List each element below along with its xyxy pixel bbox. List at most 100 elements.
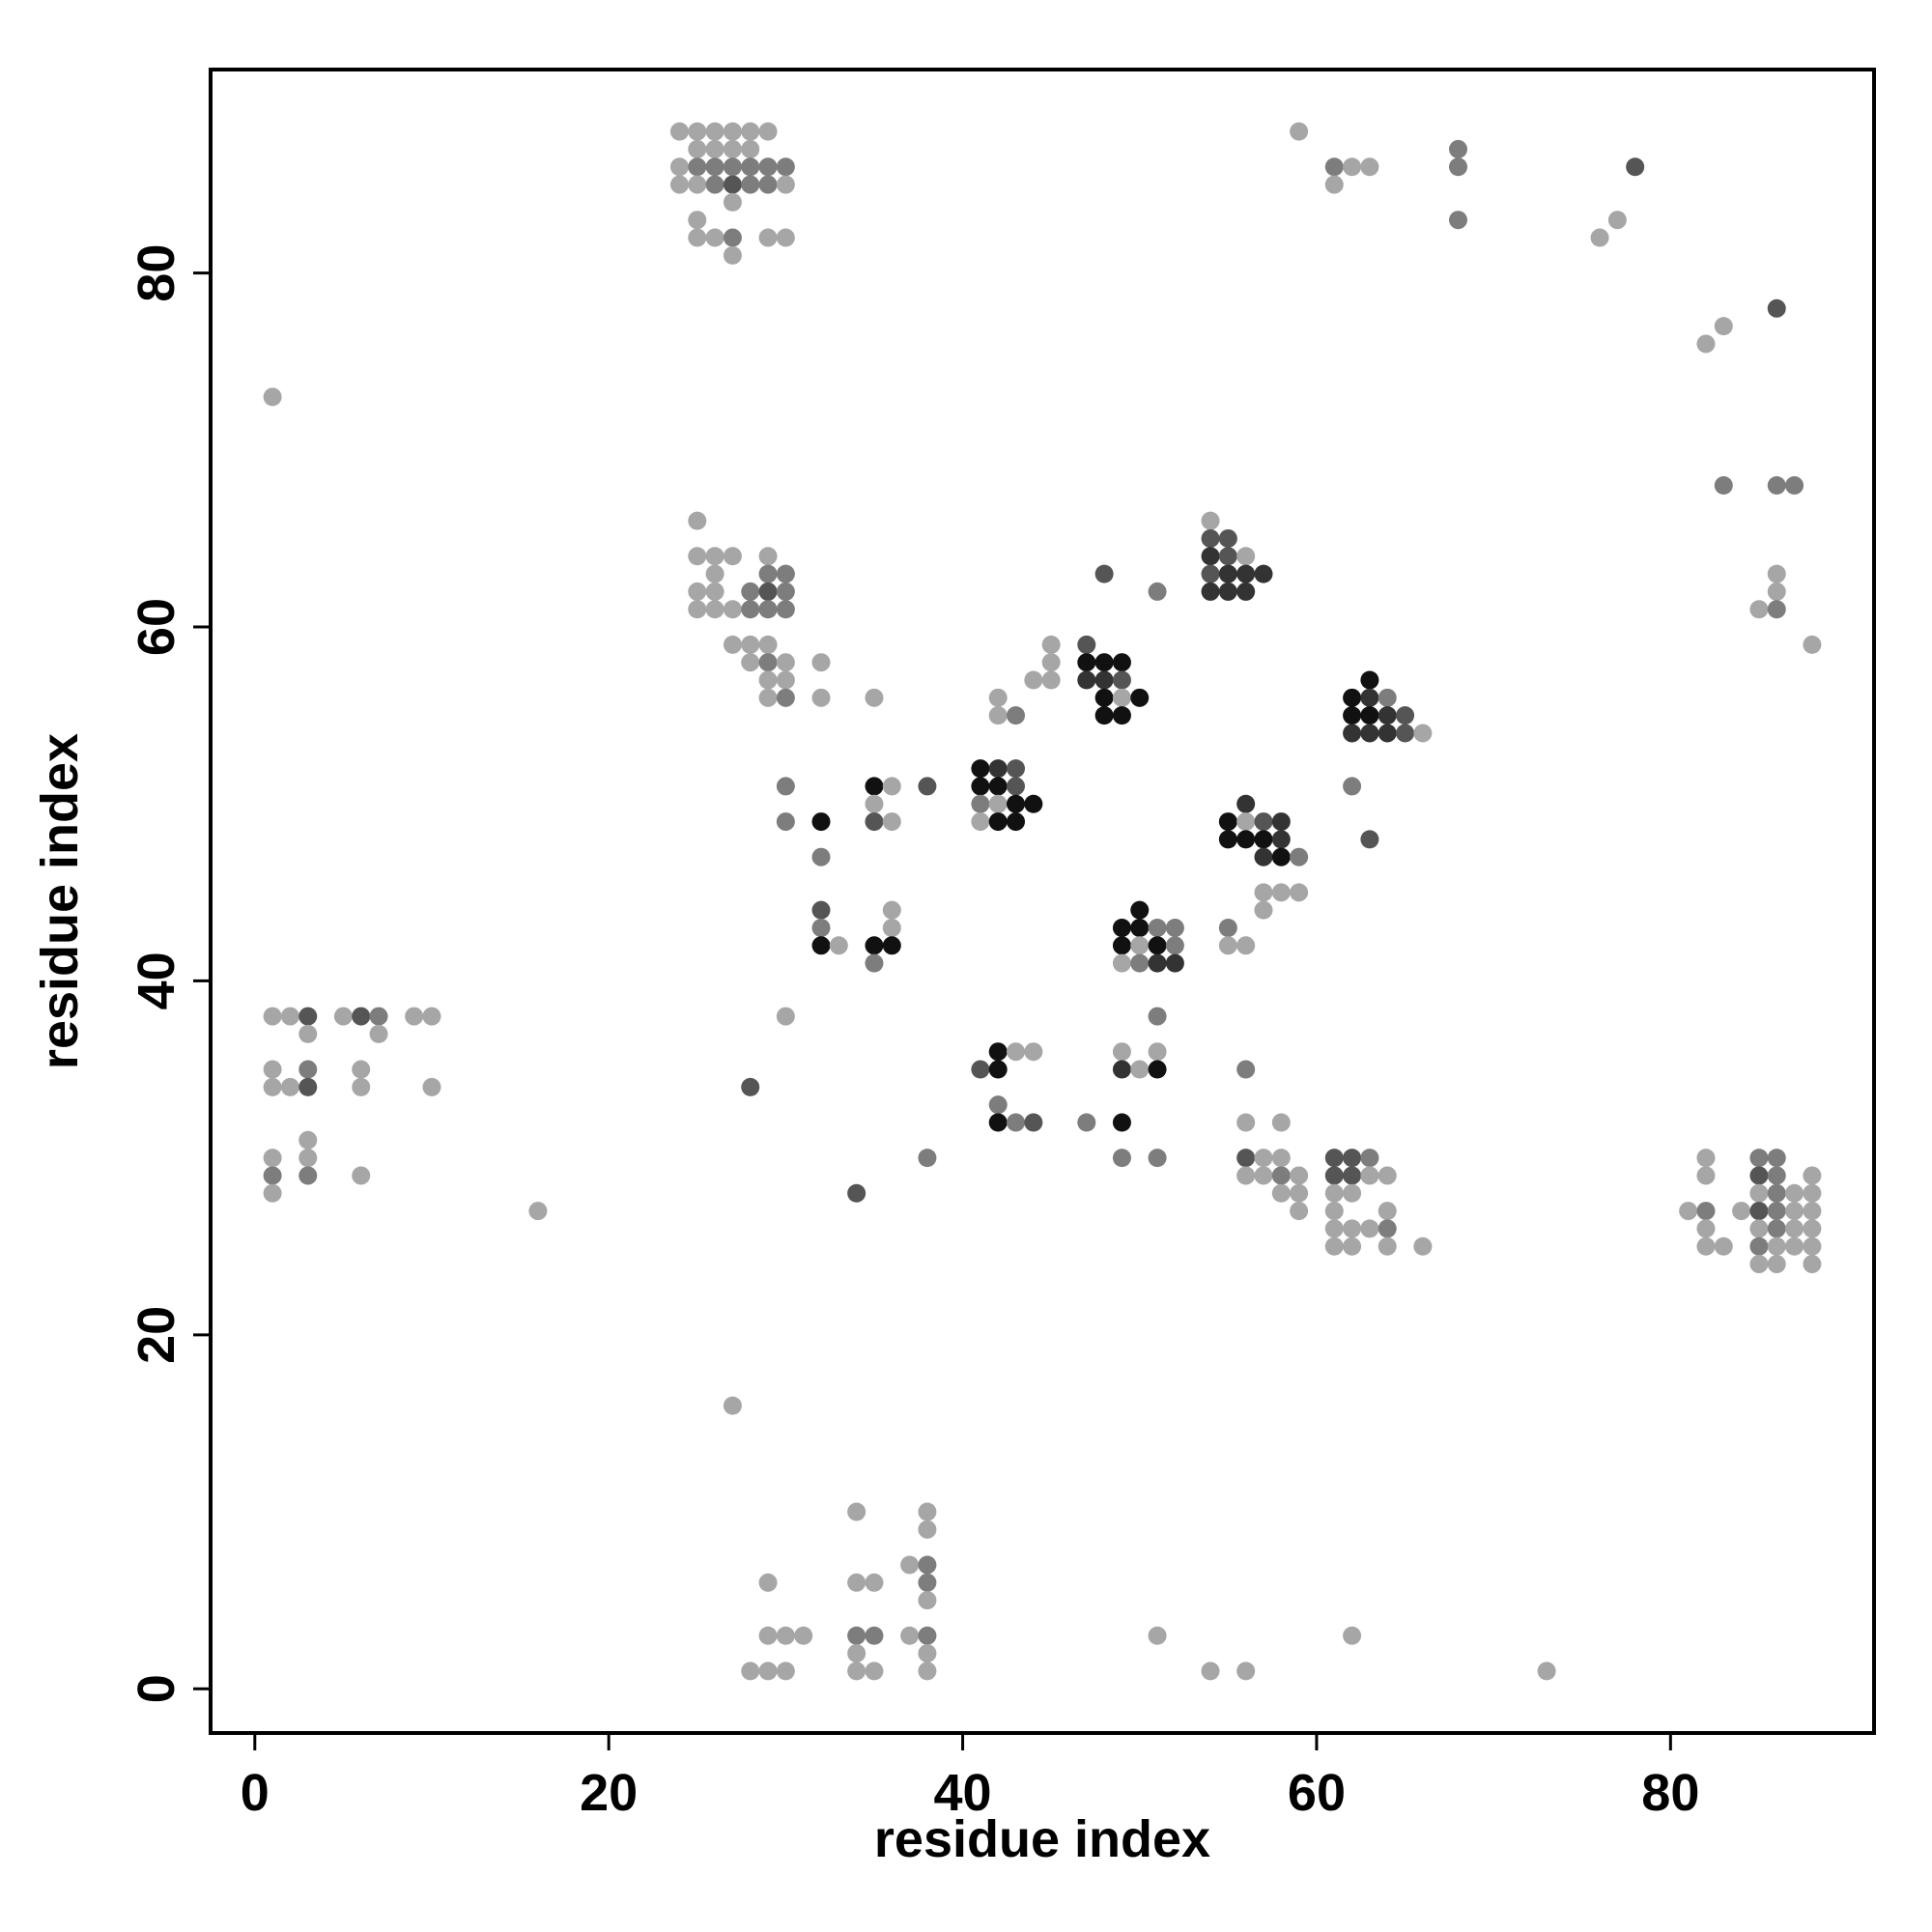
data-point [741, 582, 760, 601]
x-tick-label: 40 [934, 1764, 992, 1822]
data-point [352, 1077, 371, 1096]
data-point [1767, 1166, 1786, 1185]
data-point [1254, 564, 1273, 583]
data-point [263, 1060, 282, 1079]
data-point [1679, 1202, 1698, 1221]
data-point [1007, 1113, 1026, 1132]
data-point [1749, 1219, 1769, 1238]
data-point [882, 936, 901, 955]
data-point [758, 1662, 778, 1681]
data-point [1360, 706, 1379, 725]
data-point [1254, 1166, 1273, 1185]
data-point [1007, 812, 1026, 832]
data-point [1360, 688, 1379, 707]
data-point [847, 1626, 867, 1645]
data-point [705, 175, 724, 194]
data-point [705, 582, 724, 601]
data-point [1112, 953, 1131, 973]
data-point [1324, 1166, 1344, 1185]
data-point [1324, 175, 1344, 194]
data-point [918, 1555, 937, 1575]
data-point [776, 670, 795, 690]
data-point [1077, 653, 1096, 672]
data-point [1749, 600, 1769, 619]
data-point [1343, 706, 1362, 725]
data-point [865, 936, 884, 955]
data-point [1378, 1236, 1397, 1256]
data-point [1785, 1202, 1804, 1221]
data-point [1360, 830, 1379, 849]
data-point [758, 1626, 778, 1645]
data-point [1112, 1149, 1131, 1168]
data-point [1271, 1183, 1291, 1203]
data-point [1218, 547, 1237, 566]
data-point [971, 777, 990, 796]
data-point [1767, 1255, 1786, 1274]
data-point [688, 511, 707, 530]
data-point [352, 1060, 371, 1079]
data-point [865, 1626, 884, 1645]
data-point [1201, 1662, 1220, 1681]
y-axis: 0 20 40 60 80 [128, 244, 211, 1703]
data-point [758, 635, 778, 654]
data-point [1148, 936, 1167, 955]
data-point [1007, 777, 1026, 796]
x-tick-label: 20 [580, 1764, 638, 1822]
data-point [1094, 653, 1114, 672]
data-point [1767, 476, 1786, 495]
x-axis-title: residue index [874, 1810, 1210, 1868]
data-point [1165, 936, 1184, 955]
data-point [1696, 1236, 1716, 1256]
data-point [705, 547, 724, 566]
data-point [741, 139, 760, 158]
data-point [1324, 1236, 1344, 1256]
data-point [1767, 1183, 1786, 1203]
data-point [1626, 157, 1645, 177]
data-point [829, 936, 848, 955]
data-point [776, 600, 795, 619]
data-point [1767, 600, 1786, 619]
data-point [263, 1183, 282, 1203]
data-point [263, 1166, 282, 1185]
data-point [1324, 1219, 1344, 1238]
data-point [723, 635, 742, 654]
data-point [758, 122, 778, 141]
data-point [352, 1007, 371, 1026]
data-point [1324, 157, 1344, 177]
data-point [758, 670, 778, 690]
data-point [1148, 953, 1167, 973]
data-point [688, 547, 707, 566]
data-point [741, 1077, 760, 1096]
data-point [1343, 1626, 1362, 1645]
data-point [1112, 918, 1131, 937]
data-point [882, 777, 901, 796]
data-point [1803, 1183, 1822, 1203]
data-point [776, 1007, 795, 1026]
data-point [1696, 1166, 1716, 1185]
data-point [988, 777, 1008, 796]
data-point [1094, 706, 1114, 725]
data-point [280, 1077, 299, 1096]
data-point [1290, 122, 1309, 141]
data-point [1290, 1183, 1309, 1203]
data-point [758, 157, 778, 177]
data-point [263, 1149, 282, 1168]
data-point [1767, 1219, 1786, 1238]
data-point [352, 1166, 371, 1185]
data-point [1271, 883, 1291, 902]
data-point [1343, 724, 1362, 743]
data-point [1714, 1236, 1733, 1256]
data-point [1271, 812, 1291, 832]
data-point [1024, 1113, 1043, 1132]
data-point [776, 688, 795, 707]
data-point [1343, 1219, 1362, 1238]
data-point [776, 1626, 795, 1645]
data-point [865, 953, 884, 973]
data-point [988, 1042, 1008, 1062]
data-point [688, 139, 707, 158]
data-point [1271, 830, 1291, 849]
data-point [811, 918, 831, 937]
data-point [688, 211, 707, 230]
data-point [1112, 1113, 1131, 1132]
data-point [280, 1007, 299, 1026]
